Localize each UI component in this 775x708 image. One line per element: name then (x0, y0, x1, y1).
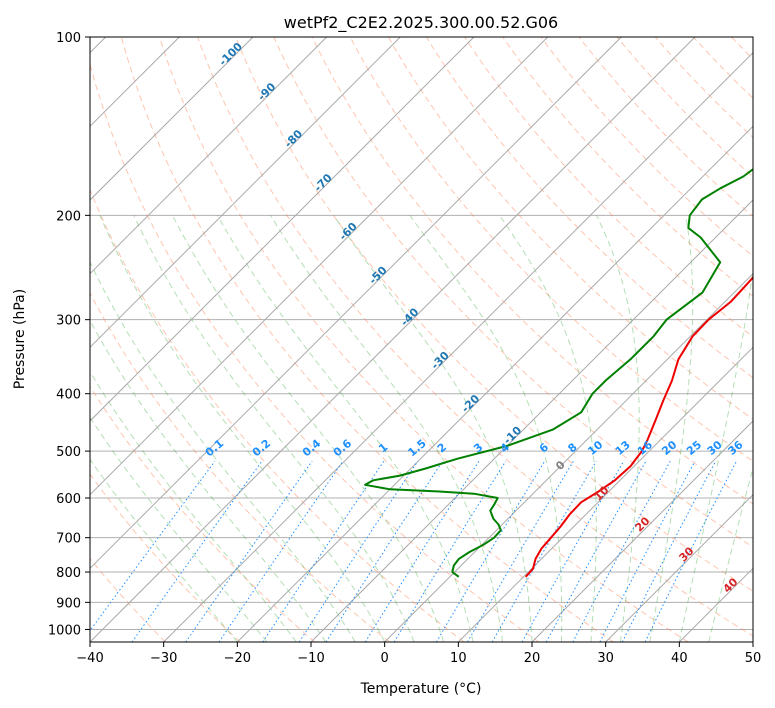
x-tick-label: 50 (745, 651, 762, 666)
y-axis-label: Pressure (hPa) (12, 289, 28, 389)
y-tick-label: 1000 (48, 623, 81, 638)
background-lines (90, 37, 753, 642)
moist-adiabat (333, 215, 533, 642)
moist-adiabat (270, 215, 503, 642)
moist-adiabat (596, 215, 640, 642)
mixing-ratio-line (393, 460, 507, 642)
isotherm-line (90, 37, 328, 275)
moist-adiabat (678, 265, 753, 642)
plot-frame (89, 36, 754, 643)
mixing-ratio-line (131, 460, 263, 642)
dewpoint-profile (364, 168, 753, 578)
profile-lines (364, 168, 753, 578)
isotherm-line (90, 37, 622, 570)
isotherm-line (163, 51, 753, 642)
moist-adiabat (172, 215, 445, 642)
x-tick-label: −10 (297, 651, 324, 666)
y-tick-label: 600 (56, 492, 81, 507)
chart-title: wetPf2_C2E2.2025.300.00.52.G06 (284, 13, 558, 33)
isotherm-line (90, 37, 475, 422)
dry-adiabat (654, 37, 753, 139)
moist-adiabat (90, 260, 356, 642)
mixing-ratio-line (325, 460, 444, 642)
y-tick-label: 400 (56, 388, 81, 403)
mixing-ratio-line (545, 460, 647, 642)
dry-adiabat (464, 37, 753, 338)
isotherm-line (90, 37, 549, 496)
y-tick-label: 700 (56, 532, 81, 547)
x-tick-label: 20 (524, 651, 541, 666)
dry-adiabat (90, 473, 241, 642)
mixing-ratio-line (572, 460, 671, 642)
mixing-ratio-line (364, 460, 480, 642)
x-tick-label: −40 (76, 651, 103, 666)
moist-adiabat (133, 215, 415, 642)
dry-adiabat (387, 37, 753, 420)
y-tick-label: 500 (56, 445, 81, 460)
dry-adiabat (159, 37, 689, 642)
y-tick-label: 800 (56, 566, 81, 581)
dry-adiabat (578, 37, 753, 218)
mixing-ratio-line (90, 460, 216, 632)
isotherm-line (457, 346, 753, 642)
moist-adiabat (90, 458, 238, 642)
moist-adiabat (649, 215, 694, 642)
dry-adiabat (349, 37, 753, 462)
isotherm-line (90, 37, 401, 349)
axes: −40 −30 −20 −10 0 10 20 30 40 50 100 200 300 400 500 60… (48, 31, 761, 666)
mixing-ratio-line (644, 460, 737, 642)
isotherm-line (605, 493, 753, 642)
moist-adiabat (99, 215, 386, 642)
isotherm-line (384, 272, 753, 642)
x-tick-label: 40 (671, 651, 688, 666)
moist-adiabat (90, 416, 268, 642)
mixing-ratio-line (298, 460, 419, 642)
x-tick-label: −20 (224, 651, 251, 666)
moist-adiabat (90, 319, 327, 642)
moist-adiabat (217, 215, 474, 642)
dry-adiabat (502, 37, 753, 298)
dry-adiabat (616, 37, 753, 178)
dry-adiabat (120, 37, 614, 642)
mixing-ratio-line (621, 460, 717, 642)
x-axis-label: Temperature (°C) (360, 681, 482, 697)
y-tick-label: 200 (56, 209, 81, 224)
y-tick-label: 300 (56, 314, 81, 329)
moist-adiabat (90, 370, 297, 642)
x-tick-label: −30 (150, 651, 177, 666)
dry-adiabat (90, 62, 540, 642)
isotherm-line (90, 37, 696, 642)
mixing-ratio-line (521, 460, 625, 642)
dry-adiabat (311, 37, 753, 505)
dry-adiabat (235, 37, 753, 592)
dry-adiabat (90, 292, 390, 642)
isotherm-line (310, 199, 753, 642)
dry-adiabat (273, 37, 753, 548)
y-tick-label: 100 (56, 31, 81, 46)
temperature-profile (524, 275, 753, 578)
moist-adiabat (409, 215, 563, 642)
isotherm-line (531, 420, 753, 642)
x-tick-label: 0 (381, 651, 389, 666)
dry-adiabat (197, 37, 753, 637)
isotherm-line (90, 37, 254, 201)
mixing-ratio-line (599, 460, 696, 642)
x-tick-label: 10 (450, 651, 467, 666)
y-tick-label: 900 (56, 596, 81, 611)
mixing-ratio-line (262, 460, 385, 642)
x-tick-label: 30 (597, 651, 614, 666)
isotherm-line (236, 125, 753, 642)
